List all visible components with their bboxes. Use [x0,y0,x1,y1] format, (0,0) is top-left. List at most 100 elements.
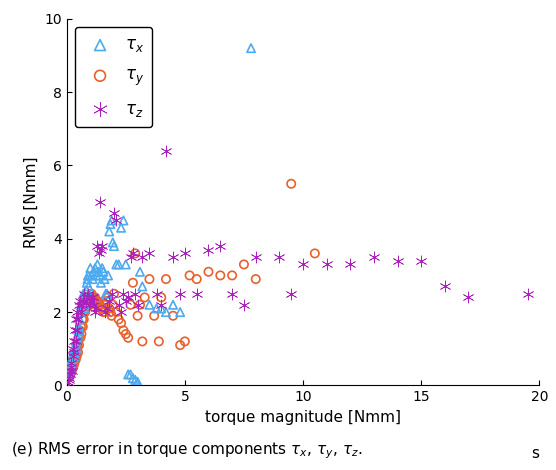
$\tau_y$ [107,312,116,320]
$\tau_x$ [90,268,98,275]
$\tau_y$ [80,316,88,323]
$\tau_z$ [97,246,106,253]
$\tau_z$ [70,349,79,356]
$\tau_x$ [98,264,107,272]
$\tau_z$ [65,371,74,378]
$\tau_y$ [228,272,237,279]
$\tau_z$ [71,327,80,334]
$\tau_y$ [168,312,177,320]
$\tau_y$ [90,298,98,305]
$\tau_z$ [72,316,81,323]
$\tau_x$ [131,376,140,384]
$\tau_z$ [66,367,75,375]
$\tau_z$ [176,290,185,298]
$\tau_z$ [98,243,107,250]
$\tau_x$ [77,301,86,308]
$\tau_y$ [105,305,113,312]
$\tau_y$ [71,356,80,363]
$\tau_z$ [126,253,135,261]
$\tau_y$ [96,301,105,308]
$\tau_y$ [70,352,78,360]
$\tau_x$ [65,367,74,375]
$\tau_y$ [81,308,90,316]
$\tau_x$ [71,341,80,349]
$\tau_y$ [86,301,95,308]
$\tau_z$ [100,308,109,316]
$\tau_y$ [73,349,82,356]
$\tau_z$ [204,246,213,253]
$\tau_x$ [136,268,145,275]
$\tau_z$ [107,290,116,298]
$\tau_z$ [464,294,473,301]
$\tau_y$ [94,301,103,308]
$\tau_y$ [140,294,149,301]
$\tau_z$ [96,198,105,206]
$\tau_z$ [105,298,113,305]
$\tau_y$ [82,298,91,305]
$\tau_z$ [70,337,78,345]
$\tau_z$ [393,257,402,265]
$\tau_x$ [161,308,170,316]
$\tau_y$ [78,323,87,330]
$\tau_z$ [67,363,76,371]
$\tau_y$ [176,341,185,349]
$\tau_z$ [71,337,80,345]
$\tau_y$ [80,301,89,308]
$\tau_x$ [103,272,112,279]
$\tau_z$ [287,290,296,298]
$\tau_z$ [92,305,101,312]
$\tau_z$ [63,378,72,385]
$\tau_y$ [310,250,319,257]
$\tau_y$ [102,298,111,305]
$\tau_z$ [69,345,78,352]
$\tau_z$ [91,308,100,316]
$\tau_x$ [69,349,78,356]
$\tau_x$ [91,264,100,272]
$\tau_z$ [88,294,97,301]
$\tau_x$ [128,374,137,382]
$\tau_z$ [192,290,201,298]
$\tau_x$ [93,261,102,268]
$\tau_y$ [103,294,112,301]
$\tau_x$ [74,327,83,334]
$\tau_y$ [108,301,117,308]
$\tau_y$ [216,272,225,279]
$\tau_x$ [72,337,81,345]
$\tau_y$ [74,334,83,342]
$\tau_z$ [74,301,83,308]
$\tau_z$ [94,250,103,257]
$\tau_y$ [82,305,91,312]
$\tau_y$ [75,327,84,334]
$\tau_z$ [76,308,86,316]
$\tau_y$ [87,290,96,298]
$\tau_y$ [70,360,79,367]
$\tau_x$ [82,279,91,287]
$\tau_z$ [440,282,449,290]
$\tau_z$ [138,253,147,261]
$\tau_x$ [79,290,88,298]
$\tau_x$ [110,243,118,250]
$\tau_y$ [75,341,83,349]
$\tau_z$ [216,243,225,250]
$\tau_x$ [78,298,87,305]
$\tau_y$ [133,312,142,320]
$\tau_x$ [66,369,75,376]
$\tau_y$ [123,334,132,342]
$\tau_x$ [117,224,126,232]
$\tau_z$ [68,352,77,360]
$\tau_y$ [66,371,75,378]
$\tau_z$ [75,298,84,305]
$\tau_x$ [85,290,93,298]
$\tau_x$ [97,279,106,287]
$\tau_z$ [131,290,140,298]
$\tau_z$ [346,261,355,268]
$\tau_y$ [76,323,86,330]
$\tau_y$ [85,298,93,305]
$\tau_x$ [67,360,76,367]
$\tau_z$ [73,316,82,323]
$\tau_z$ [90,301,98,308]
$\tau_z$ [110,209,118,217]
$\tau_y$ [65,371,74,378]
Text: (e) RMS error in torque components $\tau_x$, $\tau_y$, $\tau_z$.: (e) RMS error in torque components $\tau… [11,440,363,461]
Text: s: s [532,446,539,461]
